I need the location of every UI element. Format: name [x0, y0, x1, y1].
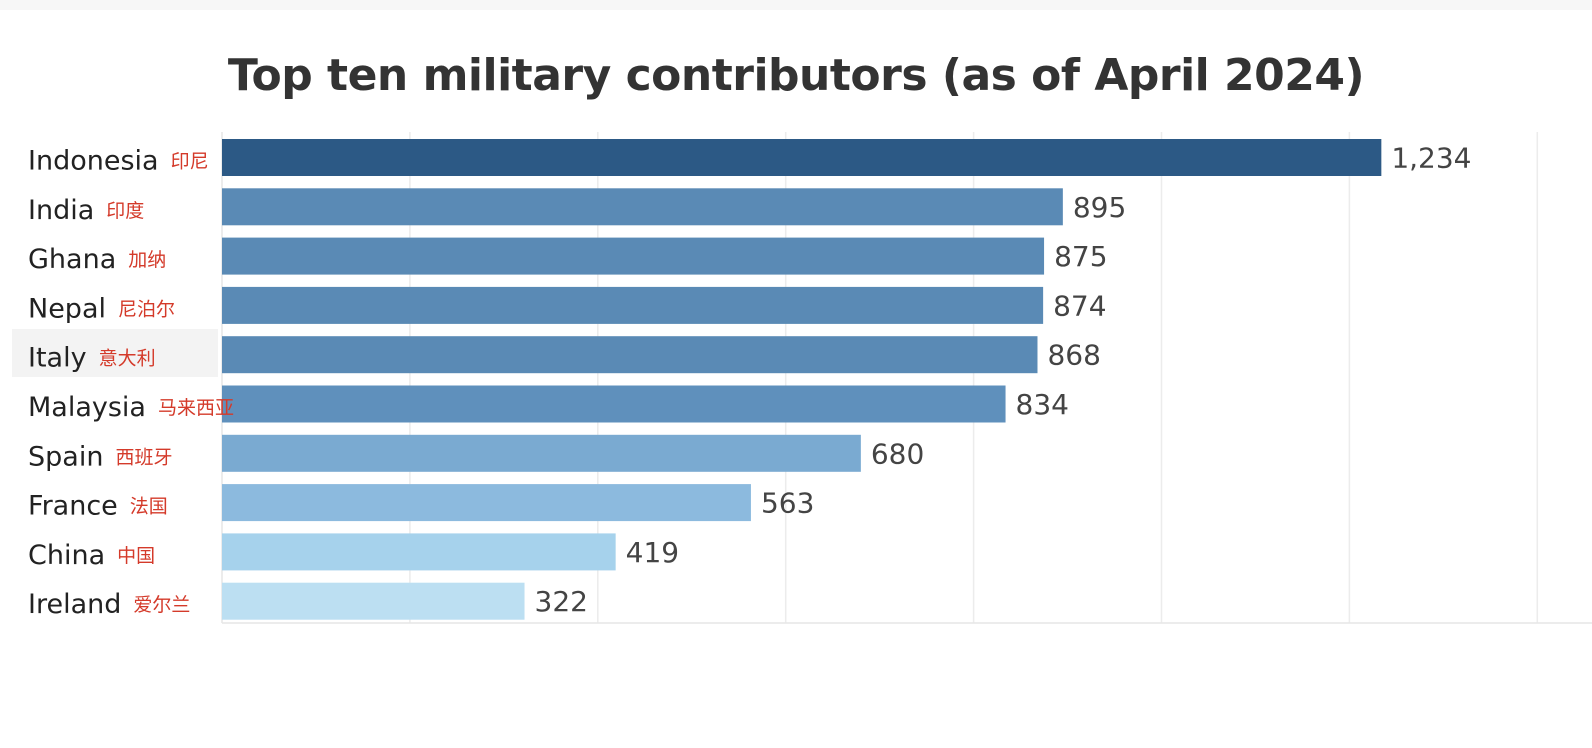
category-label-italy: Italy	[28, 343, 87, 374]
category-label-india: India	[28, 195, 94, 226]
annotation-label-italy: 意大利	[99, 348, 156, 370]
bar-china	[222, 533, 616, 571]
bar-india	[222, 188, 1063, 226]
value-label-france: 563	[761, 487, 814, 520]
annotation-label-nepal: 尼泊尔	[118, 298, 175, 320]
category-label-spain: Spain	[28, 441, 103, 472]
bars	[222, 139, 1382, 620]
annotation-label-india: 印度	[106, 200, 144, 222]
bar-spain	[222, 434, 861, 472]
value-label-malaysia: 834	[1016, 388, 1069, 421]
bar-france	[222, 484, 751, 522]
chart-title: Top ten military contributors (as of Apr…	[227, 50, 1365, 101]
bar-italy	[222, 336, 1038, 374]
category-label-nepal: Nepal	[28, 293, 106, 324]
value-label-india: 895	[1073, 191, 1126, 224]
annotation-label-ireland: 爱尔兰	[133, 594, 190, 616]
value-label-spain: 680	[871, 437, 924, 470]
bar-ireland	[222, 582, 525, 620]
annotation-label-indonesia: 印尼	[171, 151, 209, 173]
category-label-indonesia: Indonesia	[28, 146, 159, 177]
annotation-label-china: 中国	[117, 545, 155, 567]
value-label-ireland: 322	[535, 585, 588, 618]
bar-nepal	[222, 286, 1044, 324]
category-label-ireland: Ireland	[28, 589, 121, 620]
category-label-malaysia: Malaysia	[28, 392, 146, 423]
category-label-ghana: Ghana	[28, 244, 116, 275]
labels: 1,234 Indonesia 印尼 895 India 印度 875 Ghana 加纳 874 N…	[28, 142, 1472, 621]
row-highlight-italy	[12, 329, 218, 377]
bar-ghana	[222, 237, 1045, 275]
value-label-ghana: 875	[1054, 240, 1107, 273]
bar-malaysia	[222, 385, 1006, 423]
top-strip	[0, 0, 1592, 10]
value-label-italy: 868	[1047, 339, 1100, 372]
value-label-indonesia: 1,234	[1391, 142, 1471, 175]
value-label-nepal: 874	[1053, 289, 1106, 322]
bar-indonesia	[222, 139, 1382, 176]
category-label-china: China	[28, 540, 105, 571]
annotation-label-spain: 西班牙	[115, 446, 172, 468]
annotation-label-malaysia: 马来西亚	[158, 397, 234, 419]
value-label-china: 419	[626, 536, 679, 569]
annotation-label-ghana: 加纳	[128, 249, 166, 271]
annotation-label-france: 法国	[130, 496, 168, 518]
category-label-france: France	[28, 491, 118, 522]
